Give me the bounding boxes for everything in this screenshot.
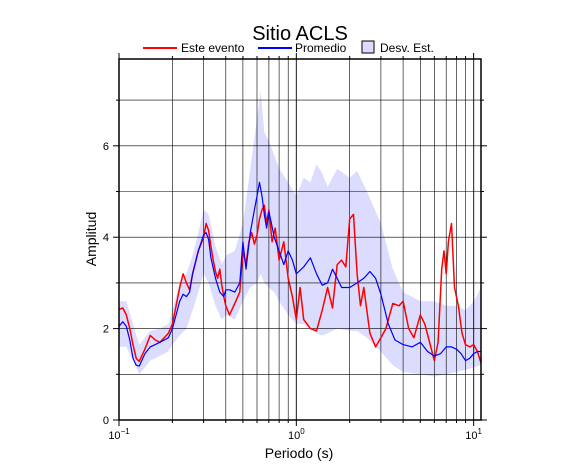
gridlines — [119, 59, 481, 420]
y-tick-label: 0 — [103, 415, 109, 427]
plot-frame — [118, 58, 482, 421]
series-line — [118, 204, 482, 364]
legend-swatch — [361, 40, 375, 54]
std-dev-band — [119, 91, 481, 377]
series-line — [118, 181, 481, 367]
x-tick-label: 101 — [465, 427, 482, 442]
legend-label: Promedio — [295, 41, 347, 55]
series-lines — [118, 181, 482, 367]
x-tick-label: 100 — [288, 427, 305, 442]
x-axis-label: Periodo (s) — [265, 445, 333, 461]
legend-label: Este evento — [181, 41, 245, 55]
std-dev-band-layer — [119, 91, 481, 377]
y-axis-label: Amplitud — [83, 212, 99, 266]
x-tick-label: 10−1 — [108, 427, 130, 442]
legend-label: Desv. Est. — [380, 41, 434, 55]
y-tick-label: 6 — [103, 141, 109, 153]
chart-title: Sitio ACLS — [252, 23, 348, 45]
y-tick-label: 4 — [103, 232, 109, 244]
legend: Este evento Promedio Desv. Est. — [143, 40, 434, 55]
axis-ticks: 0 2 4 6 10−1 100 101 — [103, 53, 487, 442]
y-tick-label: 2 — [103, 324, 109, 336]
